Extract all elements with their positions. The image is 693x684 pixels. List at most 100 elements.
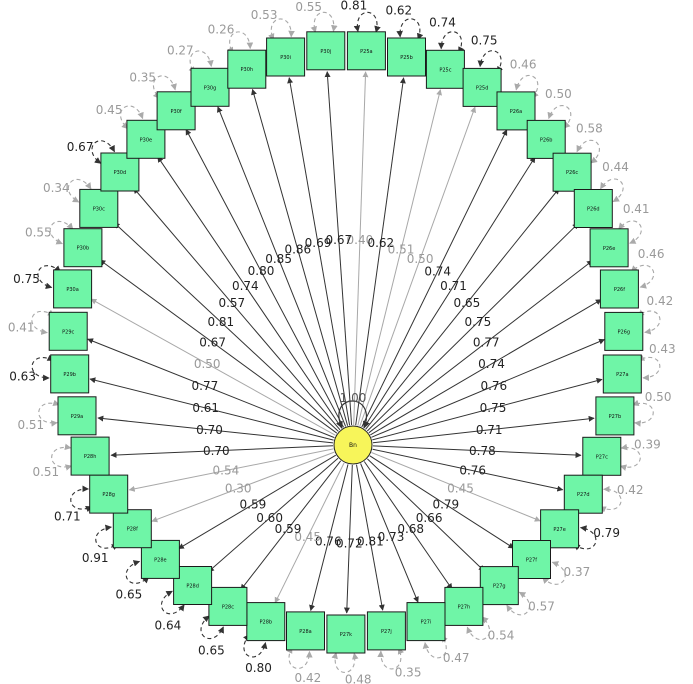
item-node[interactable]: P29c: [48, 311, 88, 351]
loading-arrow: [367, 458, 485, 572]
item-node[interactable]: P26g: [604, 311, 644, 351]
item-node[interactable]: P30j: [306, 31, 346, 71]
loading-arrow: [343, 464, 353, 614]
item-node[interactable]: P26e: [589, 228, 629, 268]
item-box[interactable]: [387, 37, 426, 77]
item-node[interactable]: P27i: [406, 602, 446, 642]
item-box[interactable]: [366, 611, 406, 651]
residual-label: 0.63: [9, 370, 36, 384]
item-box[interactable]: [563, 474, 603, 514]
item-node[interactable]: P28a: [286, 611, 325, 651]
item-box[interactable]: [156, 91, 196, 131]
item-box[interactable]: [346, 31, 386, 71]
item-box[interactable]: [50, 354, 90, 394]
item-node[interactable]: P27h: [444, 586, 484, 626]
item-node[interactable]: P28d: [173, 566, 213, 605]
loading-label: 0.74: [424, 264, 451, 278]
loading-arrow: [89, 377, 334, 441]
item-label: P26a: [510, 109, 522, 115]
item-box[interactable]: [48, 311, 88, 351]
residual-label: 0.71: [54, 510, 81, 524]
item-node[interactable]: P27b: [595, 396, 635, 436]
item-node[interactable]: P30b: [63, 228, 103, 268]
item-node[interactable]: P27k: [326, 614, 366, 654]
item-box[interactable]: [462, 67, 502, 107]
item-node[interactable]: P30h: [227, 49, 267, 89]
item-box[interactable]: [100, 152, 140, 192]
item-box[interactable]: [573, 189, 613, 228]
item-node[interactable]: P28b: [246, 602, 286, 642]
item-node[interactable]: P27g: [479, 566, 519, 606]
item-box[interactable]: [57, 396, 97, 436]
loading-arrow: [217, 106, 347, 427]
item-box[interactable]: [512, 540, 551, 579]
item-node[interactable]: P27f: [512, 540, 551, 579]
item-box[interactable]: [589, 228, 629, 268]
item-box[interactable]: [53, 269, 93, 309]
item-node[interactable]: P29a: [57, 396, 97, 436]
item-box[interactable]: [406, 602, 446, 642]
item-node[interactable]: P28g: [89, 474, 129, 514]
item-box[interactable]: [479, 566, 519, 606]
item-node[interactable]: P26f: [599, 269, 639, 309]
item-node[interactable]: P26d: [573, 189, 613, 228]
item-label: P28g: [102, 492, 115, 498]
item-node[interactable]: P30c: [79, 188, 119, 228]
item-node[interactable]: P25d: [462, 67, 502, 107]
item-box[interactable]: [208, 586, 248, 626]
loading-label: 0.71: [476, 423, 503, 437]
item-node[interactable]: P27c: [582, 436, 622, 476]
item-box[interactable]: [112, 509, 152, 549]
item-node[interactable]: P28c: [208, 586, 248, 626]
item-node[interactable]: P27d: [563, 474, 603, 514]
item-box[interactable]: [246, 602, 286, 642]
item-box[interactable]: [173, 566, 213, 605]
loading-label: 0.81: [207, 315, 234, 329]
loading-label: 0.74: [478, 357, 505, 371]
item-label: P28d: [186, 584, 199, 590]
item-node[interactable]: P26c: [552, 152, 592, 192]
item-box[interactable]: [444, 586, 484, 626]
item-node[interactable]: P30d: [100, 152, 140, 192]
item-box[interactable]: [89, 474, 129, 514]
item-box[interactable]: [190, 67, 230, 107]
loading-arrow: [357, 89, 443, 426]
loading-arrow: [353, 71, 369, 426]
item-box[interactable]: [595, 396, 635, 436]
item-node[interactable]: P28f: [112, 509, 152, 549]
item-node[interactable]: P25c: [425, 49, 465, 89]
item-node[interactable]: P30g: [190, 67, 230, 107]
residual-loop: [422, 635, 448, 659]
loading-arrow: [309, 464, 349, 612]
residual-label: 0.64: [155, 619, 182, 633]
item-node[interactable]: P30i: [266, 37, 306, 77]
item-node[interactable]: P25a: [346, 31, 386, 71]
item-box[interactable]: [306, 31, 346, 71]
factor-node[interactable]: [333, 425, 373, 465]
item-box[interactable]: [286, 611, 325, 651]
item-box[interactable]: [63, 228, 103, 268]
item-node[interactable]: P28h: [70, 436, 110, 476]
item-node[interactable]: P29b: [50, 354, 90, 394]
item-box[interactable]: [526, 119, 566, 159]
item-box[interactable]: [79, 188, 119, 228]
item-box[interactable]: [602, 354, 642, 394]
item-node[interactable]: P27j: [366, 611, 406, 651]
item-node[interactable]: P25b: [387, 37, 426, 77]
loading-label: 0.76: [480, 379, 507, 393]
item-node[interactable]: P27a: [602, 354, 642, 394]
item-node[interactable]: P30a: [53, 269, 93, 309]
item-box[interactable]: [582, 436, 622, 476]
residual-loop: [331, 652, 359, 674]
loading-arrow: [371, 452, 541, 522]
item-box[interactable]: [227, 49, 267, 89]
item-box[interactable]: [552, 152, 592, 192]
item-node[interactable]: P26b: [526, 119, 566, 159]
item-box[interactable]: [604, 311, 644, 351]
item-node[interactable]: P30f: [156, 91, 196, 131]
residual-loop: [547, 105, 572, 129]
item-box[interactable]: [326, 614, 366, 654]
item-box[interactable]: [70, 436, 110, 476]
item-box[interactable]: [266, 37, 306, 77]
item-box[interactable]: [599, 269, 639, 309]
